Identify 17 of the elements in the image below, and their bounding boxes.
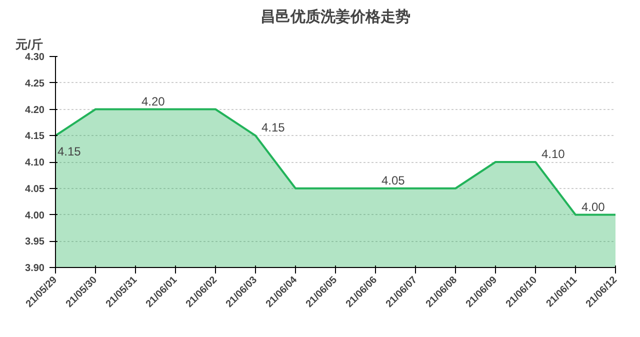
- y-tick-label: 3.95: [25, 236, 45, 248]
- data-label: 4.15: [58, 144, 82, 159]
- data-label: 4.15: [262, 120, 286, 135]
- y-tick-label: 3.90: [25, 263, 45, 274]
- chart-title: 昌邑优质洗姜价格走势: [260, 8, 410, 26]
- y-tick-label: 4.00: [25, 210, 45, 222]
- y-tick-label: 4.30: [25, 52, 45, 63]
- y-tick-label: 4.25: [25, 78, 45, 90]
- y-tick-label: 4.15: [25, 131, 45, 142]
- data-label: 4.05: [382, 173, 406, 188]
- data-label: 4.00: [582, 200, 606, 214]
- y-tick-label: 4.10: [25, 158, 45, 168]
- data-label: 4.20: [142, 94, 166, 108]
- y-tick-label: 4.05: [25, 184, 45, 195]
- data-label: 4.10: [542, 147, 566, 161]
- y-tick-label: 4.20: [25, 104, 45, 116]
- y-axis-title: 元/斤: [14, 38, 43, 52]
